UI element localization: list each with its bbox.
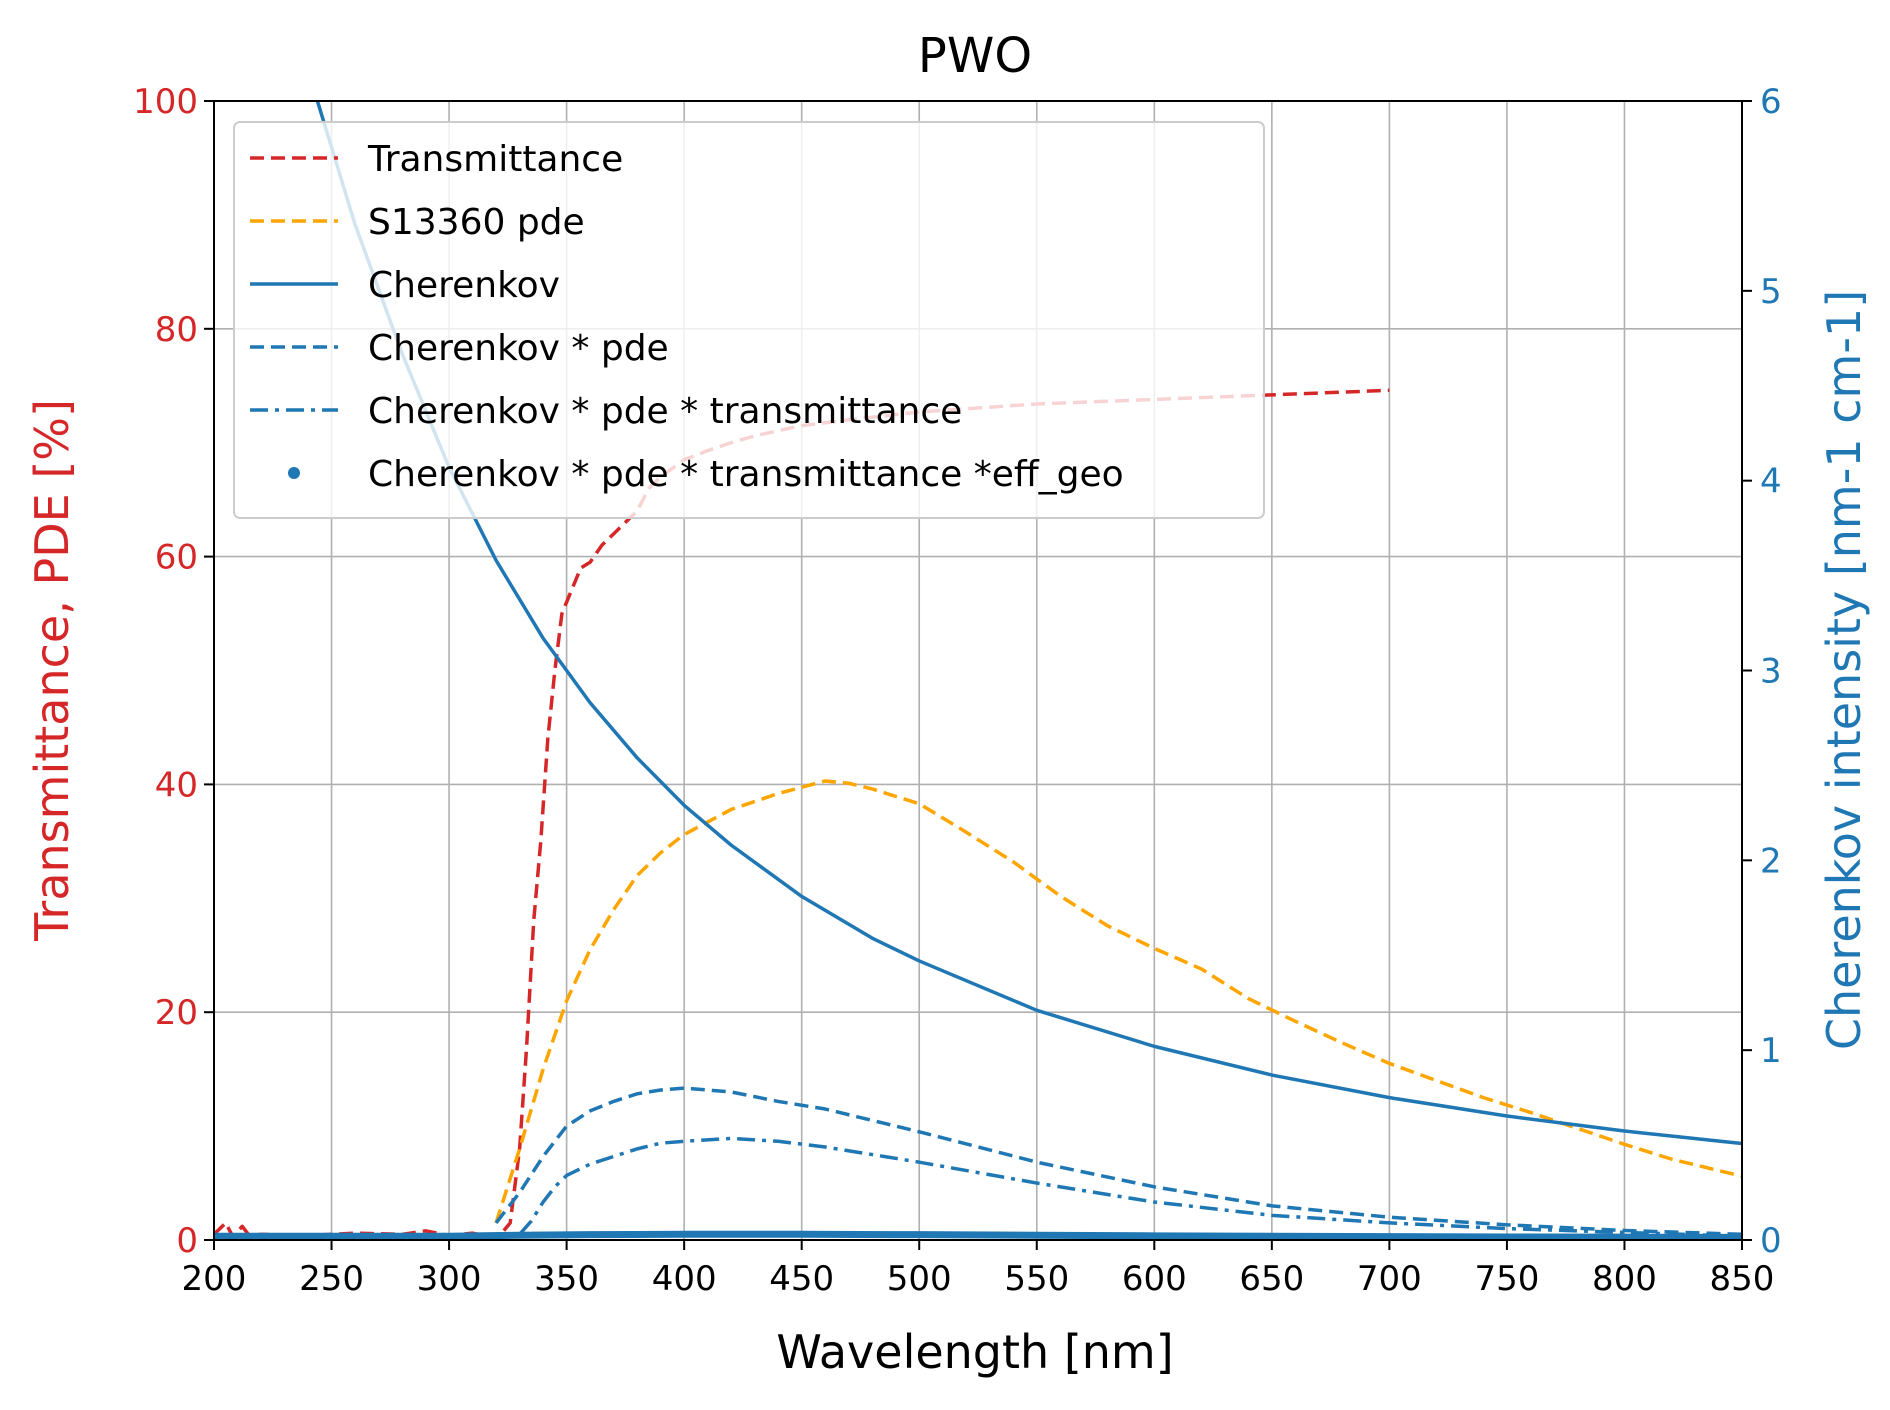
x-tick-label: 300 (417, 1259, 482, 1299)
right-tick-label: 4 (1760, 462, 1782, 502)
x-tick-label: 850 (1710, 1259, 1775, 1299)
chart-title: PWO (918, 28, 1032, 84)
x-tick-label: 400 (652, 1259, 717, 1299)
left-tick-label: 0 (176, 1221, 198, 1261)
right-axis-label: Cherenkov intensity [nm-1 cm-1] (1817, 290, 1871, 1050)
right-tick-label: 0 (1760, 1221, 1782, 1261)
x-tick-label: 350 (534, 1259, 599, 1299)
right-tick-label: 1 (1760, 1031, 1782, 1071)
x-tick-label: 550 (1004, 1259, 1069, 1299)
series-cherenkov-pde-transmittance-eff-geo (214, 1230, 1742, 1240)
series-cherenkov-pde-transmittance (518, 1136, 1742, 1238)
legend-box (233, 121, 1265, 519)
legend-marker (288, 467, 300, 479)
right-axis-ticks: 0 1 2 3 4 5 6 (1742, 82, 1782, 1261)
x-tick-label: 800 (1592, 1259, 1657, 1299)
legend-label: Cherenkov * pde (368, 328, 669, 369)
x-axis-ticks: 200 250 300 350 400 450 500 550 600 650 700 750 800 8… (182, 1240, 1775, 1299)
x-tick-label: 500 (887, 1259, 952, 1299)
x-tick-label: 650 (1239, 1259, 1304, 1299)
x-axis-label: Wavelength [nm] (776, 1325, 1173, 1379)
right-tick-label: 3 (1760, 652, 1782, 692)
x-tick-label: 250 (299, 1259, 364, 1299)
x-tick-label: 600 (1122, 1259, 1187, 1299)
x-tick-label: 750 (1474, 1259, 1539, 1299)
right-tick-label: 5 (1760, 272, 1782, 312)
right-tick-label: 2 (1760, 841, 1782, 881)
legend-label: Cherenkov * pde * transmittance (368, 391, 962, 432)
legend-label: Transmittance (367, 139, 623, 180)
series-cherenkov-pde (494, 1086, 1742, 1237)
series-s13360-pde (494, 779, 1742, 1224)
left-tick-label: 60 (155, 538, 198, 578)
x-tick-label: 450 (769, 1259, 834, 1299)
legend-label: Cherenkov (368, 265, 560, 306)
left-tick-label: 20 (155, 993, 198, 1033)
right-tick-label: 6 (1760, 82, 1782, 122)
legend-label: S13360 pde (368, 202, 585, 243)
x-tick-label: 200 (182, 1259, 247, 1299)
legend-label: Cherenkov * pde * transmittance *eff_geo (368, 454, 1124, 495)
left-axis-ticks: 0 20 40 60 80 100 (133, 82, 214, 1261)
legend: Transmittance S13360 pde Cherenkov Cherenko… (233, 121, 1265, 519)
left-axis-label: Transmittance, PDE [%] (25, 399, 79, 942)
left-tick-label: 80 (155, 310, 198, 350)
left-tick-label: 100 (133, 82, 198, 122)
left-tick-label: 40 (155, 765, 198, 805)
x-tick-label: 700 (1357, 1259, 1422, 1299)
